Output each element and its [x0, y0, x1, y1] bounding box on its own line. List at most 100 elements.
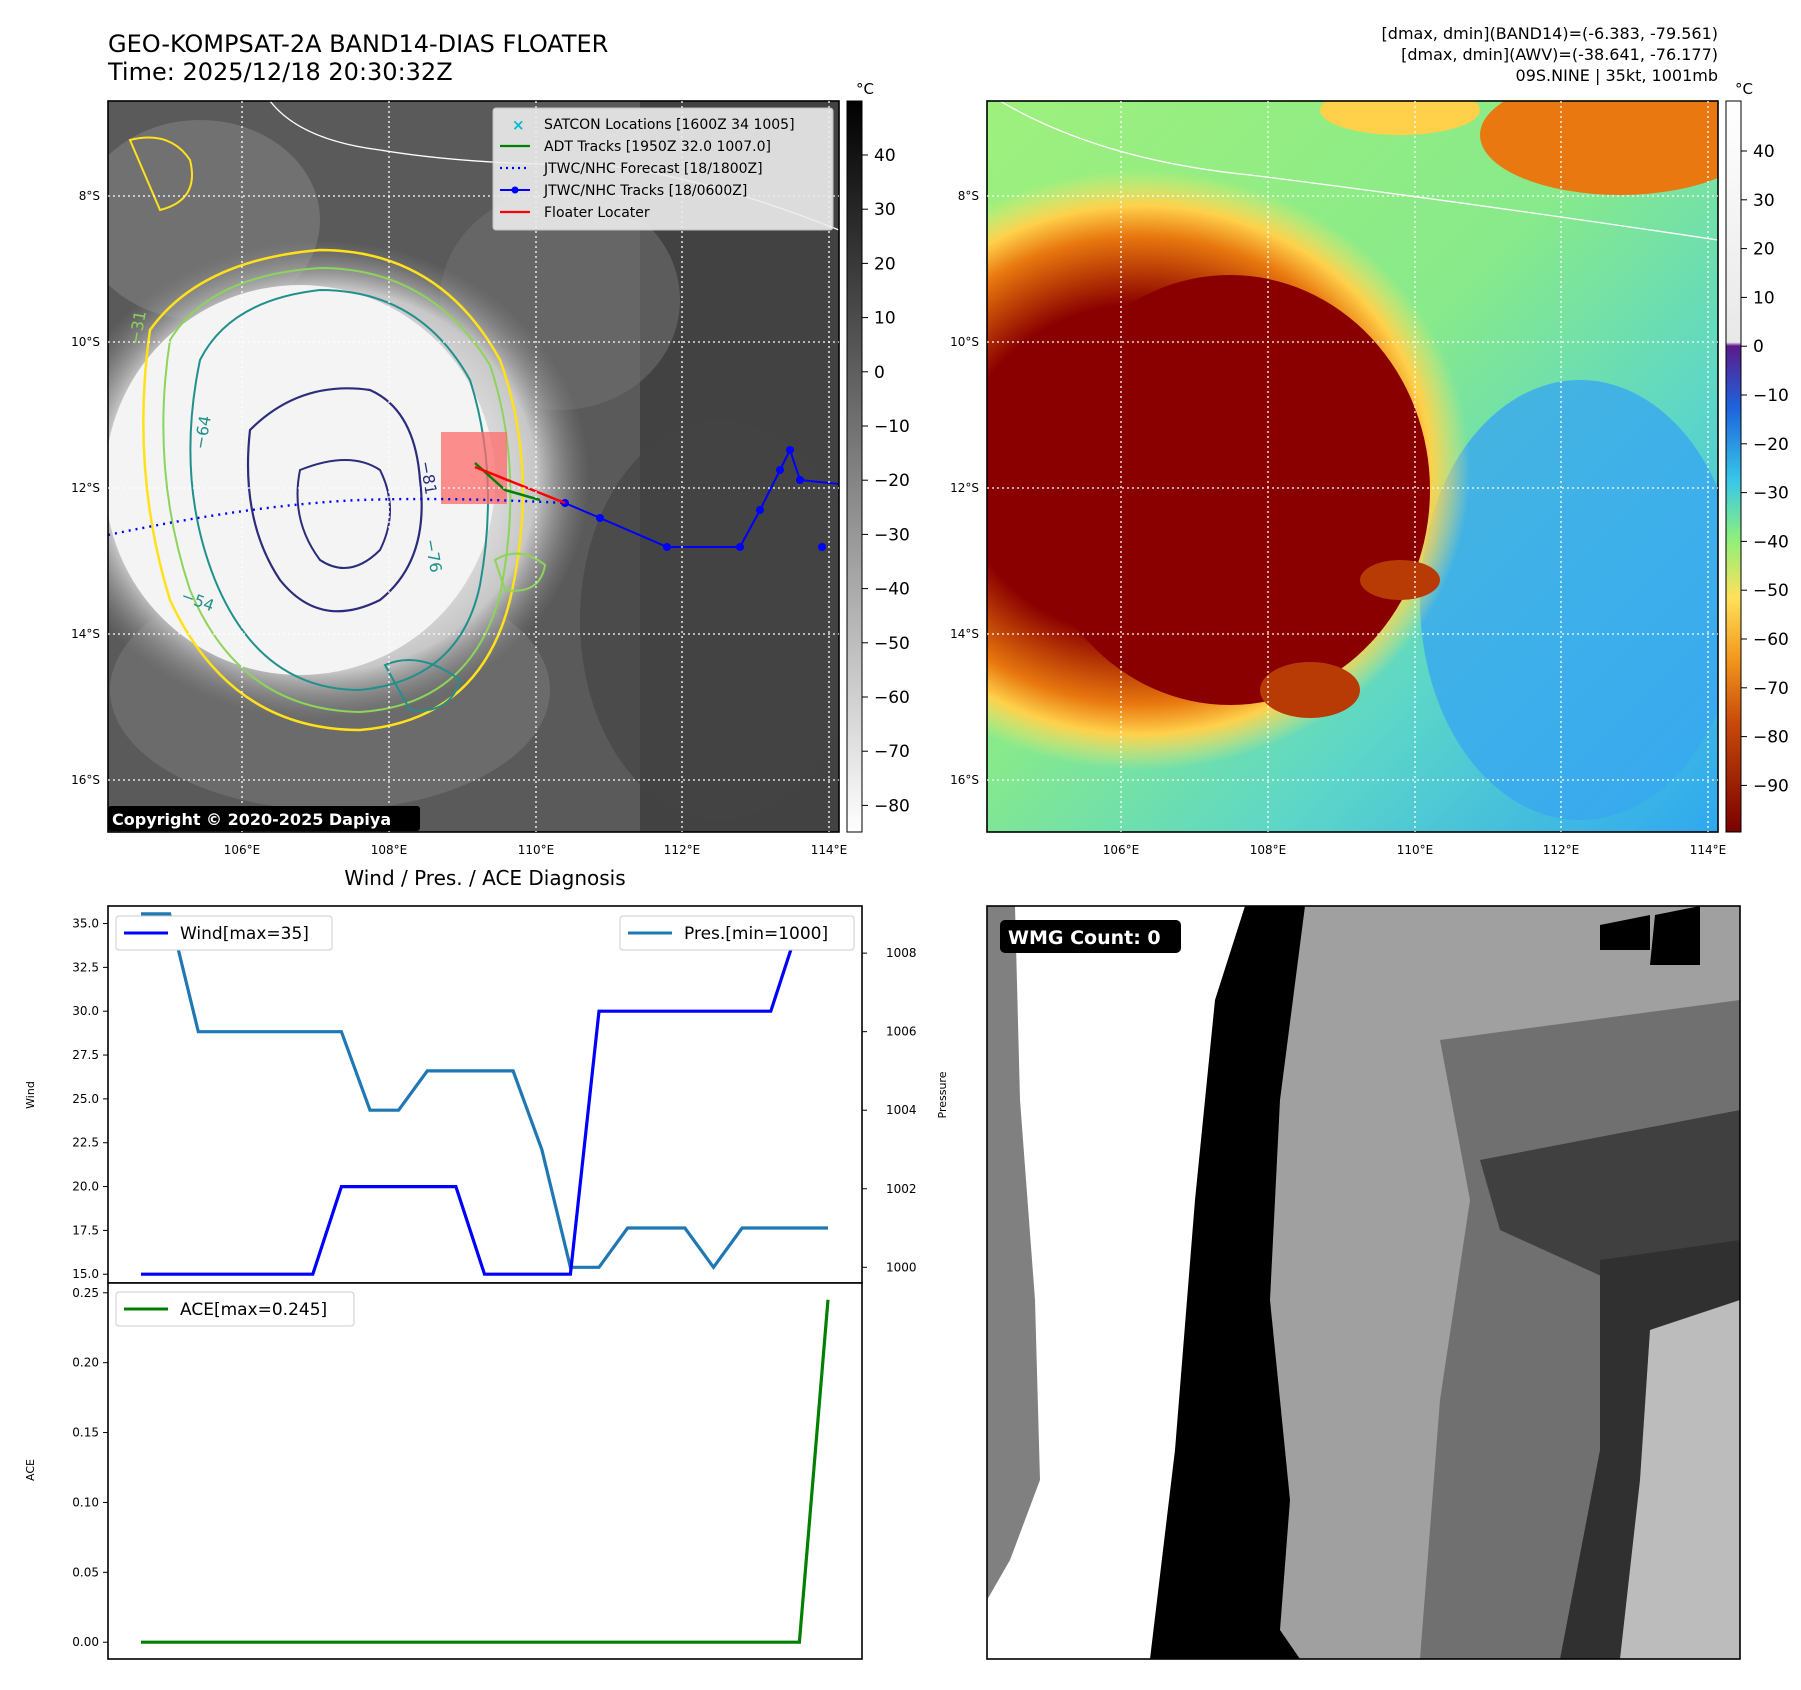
ace-line: [141, 1299, 830, 1644]
y-tick-label: 30.0: [72, 1004, 99, 1018]
lon-tick-label: 112°E: [664, 843, 701, 857]
ace-ylabel: ACE: [24, 1459, 37, 1481]
color-colorbar: °C 40 30 20 10 0 −10 −20 −30 −40 −50 −60 −70 −80 −90: [1725, 80, 1789, 833]
wind-ylabel: Wind: [24, 1081, 37, 1109]
y-tick-label: 0.25: [72, 1286, 99, 1300]
y-tick-label: 0.10: [72, 1495, 99, 1509]
storm-info: 09S.NINE | 35kt, 1001mb: [1516, 66, 1718, 85]
color-gridlines: [987, 101, 1718, 832]
y-tick-label: 1004: [886, 1103, 917, 1117]
ir-gridlines: [108, 101, 839, 832]
copyright-badge: [108, 806, 420, 831]
y-tick-label: 20.0: [72, 1180, 99, 1194]
lon-tick-label: 114°E: [1690, 843, 1727, 857]
lon-tick-label: 114°E: [811, 843, 848, 857]
colorbar-tick-label: −80: [874, 796, 910, 816]
y-tick-label: 25.0: [72, 1092, 99, 1106]
contour-navy: [246, 387, 423, 613]
lon-tick-label: 108°E: [371, 843, 408, 857]
figure-title: GEO-KOMPSAT-2A BAND14-DIAS FLOATER: [108, 30, 608, 58]
legend-forecast: JTWC/NHC Forecast [18/1800Z]: [543, 161, 763, 177]
lat-tick-label: 8°S: [79, 189, 100, 203]
lon-tick-label: 110°E: [518, 843, 555, 857]
ace-legend-label: ACE[max=0.245]: [180, 1300, 327, 1320]
copyright-text: Copyright © 2020-2025 Dapiya: [112, 810, 391, 829]
colorbar-tick-label: −20: [1753, 435, 1789, 455]
y-tick-label: 0.15: [72, 1426, 99, 1440]
lat-tick-label: 12°S: [950, 481, 979, 495]
colorbar-tick-label: 20: [874, 254, 896, 274]
colorbar-tick-label: −10: [1753, 386, 1789, 406]
wind-legend-label: Wind[max=35]: [180, 924, 309, 944]
wind-axis-ticks: 15.0 17.5 20.0 22.5 25.0 27.5 30.0 32.5 35.0: [72, 917, 108, 1281]
y-tick-label: 27.5: [72, 1048, 99, 1062]
legend-locater: Floater Locater: [544, 205, 650, 221]
colorbar-tick-label: 30: [1753, 191, 1775, 211]
ir-map-panel: −64 −54 −81 −76 −31 × SATCON Locations […: [107, 100, 840, 833]
lat-tick-label: 14°S: [71, 627, 100, 641]
y-tick-label: 1006: [886, 1025, 917, 1039]
colorbar-tick-label: −20: [874, 471, 910, 491]
lat-tick-label: 12°S: [71, 481, 100, 495]
svg-text:×: ×: [512, 116, 525, 134]
contour-green: [162, 266, 512, 714]
ir-colorbar-unit: °C: [856, 80, 874, 98]
colorbar-tick-label: −40: [874, 580, 910, 600]
legend-satcon: SATCON Locations [1600Z 34 1005]: [544, 117, 795, 133]
y-tick-label: 0.20: [72, 1356, 99, 1370]
contour-teal: [189, 288, 489, 692]
y-tick-label: 17.5: [72, 1223, 99, 1237]
y-tick-label: 22.5: [72, 1136, 99, 1150]
floater-box: [441, 432, 507, 504]
lat-tick-label: 10°S: [71, 335, 100, 349]
ace-axis-ticks: 0.00 0.05 0.10 0.15 0.20 0.25: [72, 1286, 108, 1649]
colorbar-tick-label: 40: [1753, 142, 1775, 162]
figure-time: Time: 2025/12/18 20:30:32Z: [107, 58, 453, 86]
colorbar-tick-label: 0: [874, 363, 885, 383]
colorbar-tick-label: 40: [874, 146, 896, 166]
lon-tick-label: 108°E: [1250, 843, 1287, 857]
wind-pressure-chart: 15.0 17.5 20.0 22.5 25.0 27.5 30.0 32.5 35.0 100…: [24, 905, 949, 1284]
pressure-line: [141, 912, 828, 1271]
lat-tick-label: 16°S: [950, 773, 979, 787]
ir-legend-box: × SATCON Locations [1600Z 34 1005] ADT T…: [492, 107, 834, 231]
colorbar-tick-label: 10: [1753, 288, 1775, 308]
wind-line: [141, 921, 828, 1276]
y-tick-label: 1002: [886, 1182, 917, 1196]
colorbar-tick-label: −60: [874, 688, 910, 708]
y-tick-label: 1000: [886, 1260, 917, 1274]
colorbar-tick-label: −90: [1753, 776, 1789, 796]
legend-tracks: JTWC/NHC Tracks [18/0600Z]: [543, 183, 747, 199]
colorbar-tick-label: 10: [874, 309, 896, 329]
colorbar-tick-label: −70: [874, 742, 910, 762]
y-tick-label: 1008: [886, 946, 917, 960]
y-tick-label: 0.05: [72, 1565, 99, 1579]
floater-locator: [474, 465, 566, 505]
colorbar-tick-label: 20: [1753, 240, 1775, 260]
wind-legend: Wind[max=35]: [115, 915, 333, 951]
ace-legend: ACE[max=0.245]: [115, 1291, 355, 1327]
y-tick-label: 15.0: [72, 1267, 99, 1281]
colorbar-tick-label: 0: [1753, 337, 1764, 357]
color-coastline: [999, 101, 1718, 241]
diagnosis-title: Wind / Pres. / ACE Diagnosis: [344, 866, 625, 890]
colorbar-tick-label: −50: [874, 634, 910, 654]
color-ir-map-panel: [986, 100, 1719, 833]
legend-adt: ADT Tracks [1950Z 32.0 1007.0]: [544, 139, 771, 155]
colorbar-tick-label: 30: [874, 200, 896, 220]
lon-tick-label: 106°E: [224, 843, 261, 857]
pressure-legend-label: Pres.[min=1000]: [684, 924, 828, 944]
colorbar-tick-label: −10: [874, 417, 910, 437]
pressure-axis-ticks: 1000 1002 1004 1006 1008: [862, 946, 917, 1274]
colorbar-tick-label: −70: [1753, 679, 1789, 699]
contour-yellow: [142, 248, 525, 732]
lat-tick-label: 16°S: [71, 773, 100, 787]
y-tick-label: 35.0: [72, 917, 99, 931]
wmg-count-badge: [1000, 920, 1181, 953]
pressure-ylabel: Pressure: [936, 1071, 949, 1118]
color-colorbar-unit: °C: [1735, 80, 1753, 98]
awv-stats: [dmax, dmin](AWV)=(-38.641, -76.177): [1401, 45, 1718, 64]
lon-tick-label: 106°E: [1103, 843, 1140, 857]
pressure-legend: Pres.[min=1000]: [619, 915, 855, 951]
